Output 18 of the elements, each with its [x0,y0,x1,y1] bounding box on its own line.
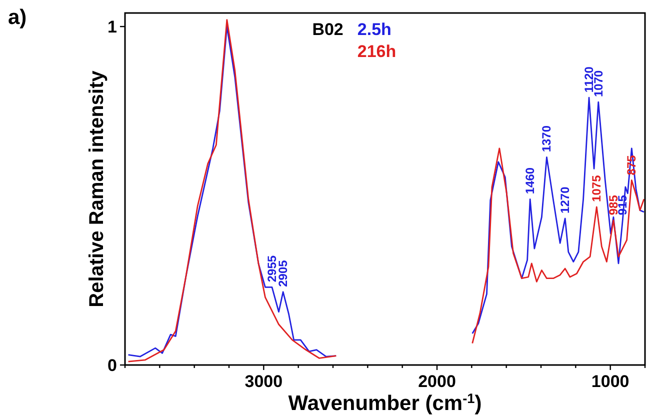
x-axis-title: Wavenumber (cm$^{-1}$) [288,390,482,415]
annotation: 2955 [264,255,279,282]
text: 216h [357,42,396,61]
annotation: 1460 [523,167,538,194]
annotation: 1370 [540,125,554,152]
annotation: 875 [624,154,639,176]
legend-title: B02 [312,20,344,39]
text: 2.5h [357,20,392,39]
annotation: 1075 [590,174,604,202]
y-tick-label: 0 [108,356,117,375]
x-tick-label: 2000 [418,372,456,391]
annotation: 1270 [558,186,572,214]
y-tick-label: 1 [108,18,117,37]
y-axis-title: Relative Raman intensity [86,70,108,308]
annotation: 2905 [276,260,290,287]
text: a) [8,6,27,29]
x-tick-label: 3000 [244,372,283,391]
x-tick-label: 1000 [591,372,630,391]
